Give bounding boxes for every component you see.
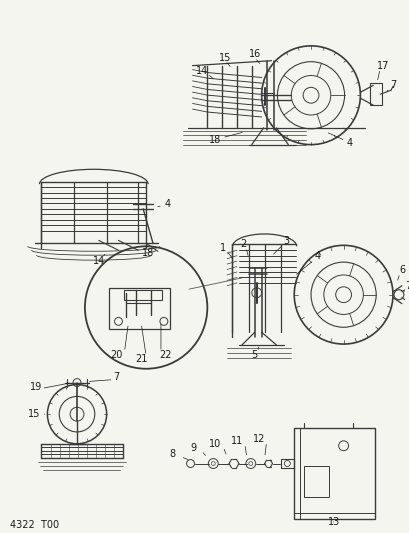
Text: 14: 14 (196, 66, 208, 76)
Text: 4322  T00: 4322 T00 (10, 520, 59, 530)
Text: 4: 4 (346, 138, 352, 148)
Text: 21: 21 (135, 354, 147, 364)
Text: 16: 16 (248, 49, 260, 59)
Text: 7: 7 (405, 281, 409, 291)
Text: 1: 1 (220, 243, 226, 253)
Text: 14: 14 (92, 256, 105, 266)
Text: 7: 7 (389, 80, 395, 91)
Text: 12: 12 (252, 434, 264, 444)
Text: 8: 8 (169, 449, 175, 459)
Text: 20: 20 (110, 350, 122, 360)
Text: 3: 3 (283, 236, 289, 246)
Text: 5: 5 (251, 350, 257, 360)
Text: 17: 17 (376, 61, 388, 71)
Text: 4: 4 (314, 251, 320, 261)
Text: 7: 7 (113, 372, 119, 382)
Text: 18: 18 (142, 248, 154, 258)
Text: 4: 4 (164, 199, 171, 209)
Text: 11: 11 (230, 436, 243, 446)
Text: 15: 15 (27, 409, 40, 419)
Text: 6: 6 (399, 265, 405, 275)
Text: 10: 10 (209, 439, 221, 449)
Text: 22: 22 (159, 350, 172, 360)
Text: 18: 18 (209, 135, 221, 144)
Text: 13: 13 (327, 517, 339, 527)
Text: 2: 2 (239, 239, 245, 249)
Text: 15: 15 (218, 53, 231, 63)
Text: 19: 19 (29, 382, 42, 392)
Text: 9: 9 (190, 443, 196, 453)
